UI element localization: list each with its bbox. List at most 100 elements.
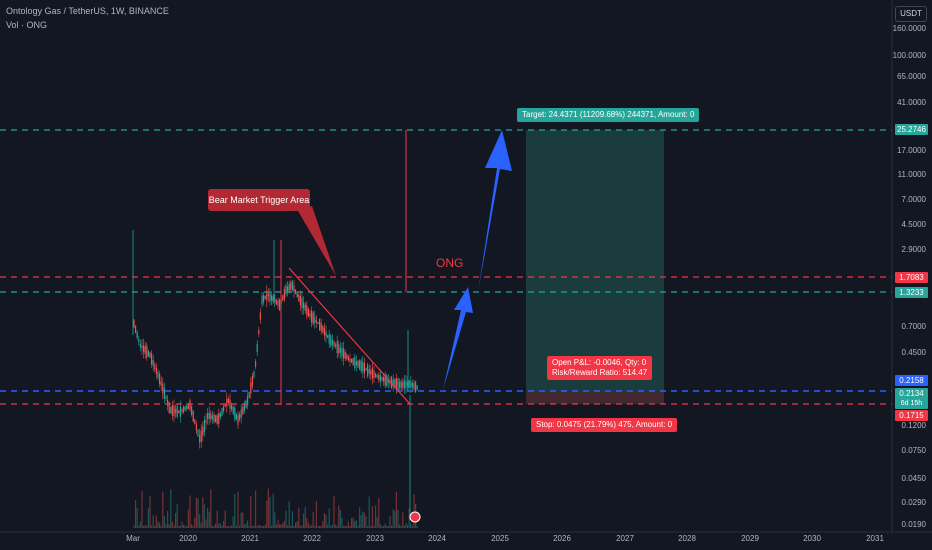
candle-body (138, 339, 140, 343)
candle-body (189, 400, 191, 410)
volume-bar (250, 495, 252, 528)
candle-body (195, 424, 197, 431)
candle-body (133, 319, 135, 328)
volume-bar (343, 525, 345, 528)
volume-bar (173, 525, 175, 528)
candle-body (400, 381, 402, 389)
volume-bar (234, 493, 236, 528)
volume-bar (157, 521, 159, 528)
volume-bar (227, 525, 229, 528)
target-price-label: 25.2746 (895, 124, 928, 135)
time-tick: 2027 (616, 534, 634, 543)
candle-body (410, 381, 412, 388)
volume-bar (259, 525, 261, 528)
candle-body (226, 398, 228, 407)
volume-bar (219, 523, 221, 528)
price-tick: 0.0190 (901, 520, 926, 529)
candle-body (213, 414, 215, 422)
candle-body (152, 359, 154, 367)
resistance-price-label: 1.7083 (895, 272, 928, 283)
stop-price-label: 0.1715 (895, 410, 928, 421)
volume-bar (178, 525, 180, 528)
volume-bar (407, 525, 409, 528)
volume-bar (339, 509, 341, 528)
price-tick: 0.4500 (901, 348, 926, 357)
candle-body (386, 375, 388, 387)
volume-bar (197, 498, 199, 528)
candle-body (143, 345, 145, 352)
current-price-label: 0.2134 (895, 388, 928, 399)
volume-bar (179, 525, 181, 528)
volume-bar (296, 521, 298, 528)
ong-text-label[interactable]: ONG (436, 256, 464, 270)
volume-bar (325, 514, 327, 528)
volume-bar (271, 525, 273, 528)
candle-body (221, 408, 223, 416)
currency-button[interactable]: USDT (895, 6, 927, 22)
volume-bar (309, 525, 311, 528)
volume-bar (147, 508, 149, 528)
candle-body (359, 360, 361, 370)
candle-body (395, 378, 397, 390)
event-marker[interactable] (409, 511, 421, 523)
volume-bar (357, 525, 359, 528)
candle-body (234, 407, 236, 420)
volume-bar (165, 524, 167, 528)
time-tick: 2024 (428, 534, 446, 543)
candle-body (362, 362, 364, 372)
candle-body (231, 404, 233, 410)
price-tick: 65.0000 (897, 72, 926, 81)
volume-bar (264, 524, 266, 528)
volume-bar (408, 508, 410, 528)
candle-body (227, 398, 229, 403)
bear-market-callout[interactable]: Bear Market Trigger Area (208, 189, 310, 211)
volume-bar (363, 512, 365, 528)
time-tick: 2022 (303, 534, 321, 543)
volume-bar (167, 510, 169, 528)
candle-body (272, 296, 274, 303)
time-tick: 2026 (553, 534, 571, 543)
volume-bar (205, 519, 207, 528)
candle-body (235, 413, 237, 420)
candle-body (355, 361, 357, 365)
arrow-large[interactable] (478, 130, 512, 292)
price-tick: 11.0000 (897, 170, 926, 179)
volume-bar (327, 524, 329, 528)
arrow-small[interactable] (443, 287, 473, 390)
volume-bar (403, 525, 405, 528)
candle-body (327, 335, 329, 338)
volume-bar (160, 525, 162, 528)
candle-body (352, 358, 354, 366)
candle-body (293, 285, 295, 293)
stop-callout: Stop: 0.0475 (21.79%) 475, Amount: 0 (531, 418, 678, 432)
candle-body (146, 345, 148, 358)
volume-bar (307, 522, 309, 528)
candle-body (218, 412, 220, 424)
volume-bar (213, 525, 215, 528)
volume-bar (391, 525, 393, 528)
candle-body (371, 368, 373, 379)
volume-bar (287, 525, 289, 528)
time-tick: 2020 (179, 534, 197, 543)
candle-body (186, 405, 188, 409)
time-tick: 2025 (491, 534, 509, 543)
volume-bar (360, 515, 362, 528)
price-tick: 0.0750 (901, 446, 926, 455)
volume-bar (293, 525, 295, 528)
volume-bar (152, 515, 154, 528)
candle-body (208, 412, 210, 419)
candle-body (365, 368, 367, 371)
candle-body (387, 379, 389, 383)
volume-bar (354, 521, 356, 528)
candle-body (178, 410, 180, 413)
candle-body (367, 364, 369, 377)
candle-body (373, 370, 375, 379)
candle-body (357, 360, 359, 368)
volume-bar (202, 496, 204, 528)
volume-bar (347, 521, 349, 528)
candle-body (192, 410, 194, 422)
volume-bar (218, 523, 220, 528)
candle-body (170, 406, 172, 414)
volume-bar (261, 525, 263, 528)
